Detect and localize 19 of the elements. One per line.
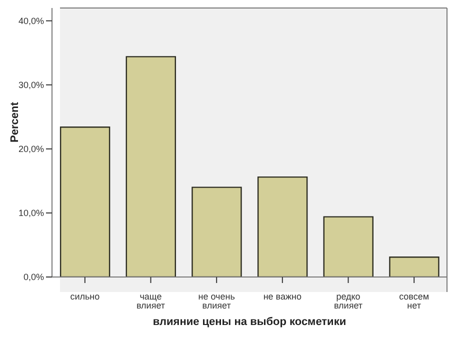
y-tick-label: 30,0%	[18, 80, 44, 90]
x-axis-title: влияние цены на выбор косметики	[152, 316, 346, 328]
y-axis-title: Percent	[8, 102, 21, 142]
bar	[192, 186, 242, 277]
x-tick-label: совсем нет	[399, 291, 430, 310]
bar	[257, 176, 308, 277]
bar	[389, 256, 440, 277]
x-tick-label: не очень влияет	[198, 291, 236, 310]
y-tick-label: 10,0%	[18, 208, 44, 218]
x-tick-label: чаще влияет	[136, 291, 166, 310]
bar	[60, 126, 110, 277]
y-tick-label: 0,0%	[23, 272, 44, 282]
y-tick-label: 40,0%	[18, 16, 44, 26]
x-tick-label: сильно	[70, 291, 100, 302]
y-tick-label: 20,0%	[18, 144, 44, 154]
x-tick-label: не важно	[263, 291, 302, 302]
bar	[126, 56, 176, 277]
bar	[323, 216, 374, 277]
x-tick-label: редко влияет	[334, 291, 363, 310]
